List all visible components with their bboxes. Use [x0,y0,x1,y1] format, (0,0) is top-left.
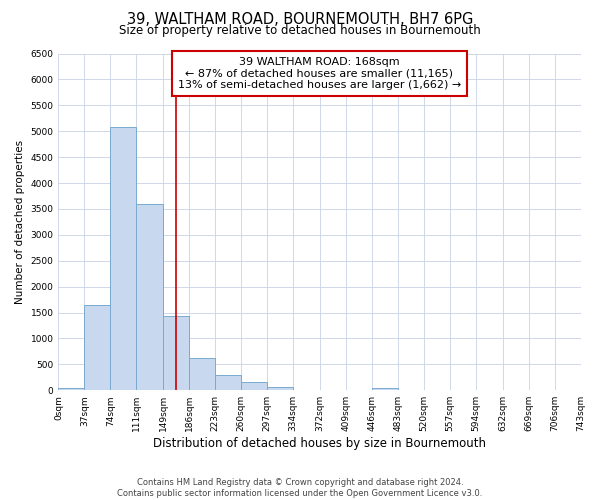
Bar [267,387,293,390]
Bar [110,127,136,390]
Text: Size of property relative to detached houses in Bournemouth: Size of property relative to detached ho… [119,24,481,37]
Bar [136,204,163,390]
Bar [215,374,241,390]
Bar [241,382,267,390]
Bar [58,388,85,390]
Text: 39, WALTHAM ROAD, BOURNEMOUTH, BH7 6PG: 39, WALTHAM ROAD, BOURNEMOUTH, BH7 6PG [127,12,473,28]
Bar [372,388,398,390]
Y-axis label: Number of detached properties: Number of detached properties [15,140,25,304]
X-axis label: Distribution of detached houses by size in Bournemouth: Distribution of detached houses by size … [153,437,486,450]
Bar [189,358,215,390]
Text: Contains HM Land Registry data © Crown copyright and database right 2024.
Contai: Contains HM Land Registry data © Crown c… [118,478,482,498]
Text: 39 WALTHAM ROAD: 168sqm
← 87% of detached houses are smaller (11,165)
13% of sem: 39 WALTHAM ROAD: 168sqm ← 87% of detache… [178,57,461,90]
Bar [85,304,110,390]
Bar [163,316,189,390]
